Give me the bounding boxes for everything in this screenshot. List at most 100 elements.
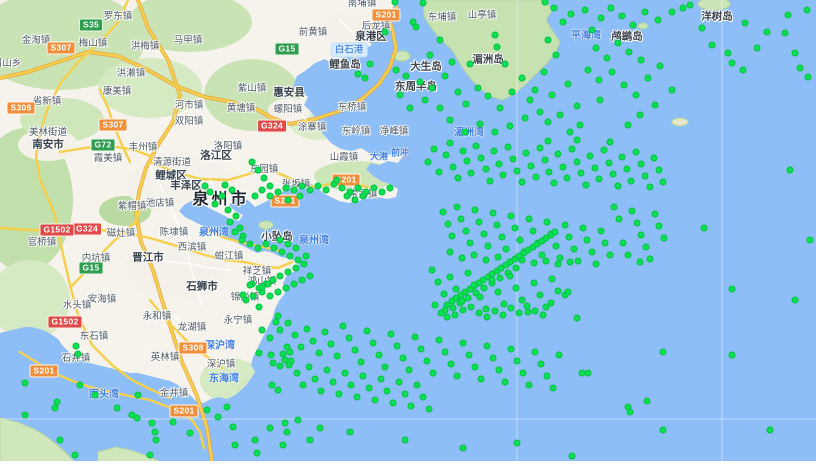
ship-dot[interactable] [643, 397, 651, 405]
ship-dot[interactable] [134, 391, 142, 399]
ship-dot[interactable] [292, 264, 300, 272]
ship-dot[interactable] [446, 273, 454, 281]
ship-dot[interactable] [588, 26, 596, 34]
ship-dot[interactable] [443, 313, 451, 321]
ship-dot[interactable] [494, 253, 502, 261]
ship-dot[interactable] [576, 121, 584, 129]
ship-dot[interactable] [603, 54, 611, 62]
ship-dot[interactable] [283, 428, 291, 436]
ship-dot[interactable] [294, 256, 302, 264]
ship-dot[interactable] [561, 291, 569, 299]
ship-dot[interactable] [547, 299, 555, 307]
ship-dot[interactable] [378, 188, 386, 196]
ship-dot[interactable] [449, 304, 457, 312]
ship-dot[interactable] [518, 296, 526, 304]
ship-dot[interactable] [239, 291, 247, 299]
ship-dot[interactable] [606, 138, 614, 146]
ship-dot[interactable] [511, 224, 519, 232]
ship-dot[interactable] [486, 177, 494, 185]
ship-dot[interactable] [459, 147, 467, 155]
ship-dot[interactable] [500, 300, 508, 308]
ship-dot[interactable] [484, 92, 492, 100]
ship-dot[interactable] [444, 220, 452, 228]
ship-dot[interactable] [565, 233, 573, 241]
ship-dot[interactable] [416, 78, 424, 86]
ship-dot[interactable] [513, 167, 521, 175]
ship-dot[interactable] [466, 285, 474, 293]
ship-dot[interactable] [568, 145, 576, 153]
ship-dot[interactable] [624, 403, 632, 411]
ship-dot[interactable] [300, 260, 308, 268]
ship-dot[interactable] [392, 66, 400, 74]
ship-dot[interactable] [399, 354, 407, 362]
ship-dot[interactable] [423, 357, 431, 365]
ship-dot[interactable] [581, 6, 589, 14]
ship-dot[interactable] [457, 291, 465, 299]
ship-dot[interactable] [411, 333, 419, 341]
ship-dot[interactable] [417, 345, 425, 353]
ship-dot[interactable] [625, 48, 633, 56]
ship-dot[interactable] [646, 255, 654, 263]
ship-dot[interactable] [148, 419, 156, 427]
ship-dot[interactable] [258, 288, 266, 296]
ship-dot[interactable] [656, 62, 664, 70]
ship-dot[interactable] [272, 318, 280, 326]
ship-dot[interactable] [489, 354, 497, 362]
ship-dot[interactable] [539, 311, 547, 319]
ship-dot[interactable] [463, 157, 471, 165]
ship-dot[interactable] [282, 284, 290, 292]
ship-dot[interactable] [784, 11, 792, 19]
ship-dot[interactable] [592, 44, 600, 52]
ship-dot[interactable] [524, 308, 532, 316]
ship-dot[interactable] [454, 174, 462, 182]
ship-dot[interactable] [419, 393, 427, 401]
ship-dot[interactable] [338, 184, 346, 192]
ship-dot[interactable] [283, 343, 291, 351]
ship-dot[interactable] [573, 158, 581, 166]
ship-dot[interactable] [578, 369, 586, 377]
ship-dot[interactable] [566, 258, 574, 266]
ship-dot[interactable] [586, 152, 594, 160]
ship-dot[interactable] [496, 104, 504, 112]
ship-dot[interactable] [274, 312, 282, 320]
ship-dot[interactable] [728, 351, 736, 359]
ship-dot[interactable] [281, 356, 289, 364]
ship-dot[interactable] [224, 206, 232, 214]
ship-dot[interactable] [564, 80, 572, 88]
ship-dot[interactable] [520, 249, 528, 257]
ship-dot[interactable] [467, 303, 475, 311]
ship-dot[interactable] [655, 166, 663, 174]
ship-dot[interactable] [614, 39, 622, 47]
ship-dot[interactable] [541, 156, 549, 164]
ship-dot[interactable] [284, 196, 292, 204]
ship-dot[interactable] [201, 182, 209, 190]
ship-dot[interactable] [406, 104, 414, 112]
ship-dot[interactable] [370, 184, 378, 192]
ship-dot[interactable] [501, 60, 509, 68]
ship-dot[interactable] [637, 160, 645, 168]
ship-dot[interactable] [447, 360, 455, 368]
ship-dot[interactable] [646, 183, 654, 191]
ship-dot[interactable] [249, 292, 257, 300]
ship-dot[interactable] [507, 304, 515, 312]
ship-dot[interactable] [203, 406, 211, 414]
ship-dot[interactable] [530, 259, 538, 267]
ship-dot[interactable] [236, 224, 244, 232]
ship-dot[interactable] [724, 49, 732, 57]
ship-dot[interactable] [660, 234, 668, 242]
ship-dot[interactable] [791, 296, 799, 304]
ship-dot[interactable] [274, 288, 282, 296]
ship-dot[interactable] [440, 290, 448, 298]
ship-dot[interactable] [454, 88, 462, 96]
ship-dot[interactable] [791, 49, 799, 57]
ship-dot[interactable] [482, 165, 490, 173]
ship-dot[interactable] [559, 163, 567, 171]
ship-dot[interactable] [281, 419, 289, 427]
ship-dot[interactable] [291, 331, 299, 339]
ship-dot[interactable] [618, 12, 626, 20]
ship-dot[interactable] [218, 192, 226, 200]
ship-dot[interactable] [323, 366, 331, 374]
ship-dot[interactable] [501, 378, 509, 386]
ship-dot[interactable] [269, 359, 277, 367]
ship-dot[interactable] [448, 232, 456, 240]
